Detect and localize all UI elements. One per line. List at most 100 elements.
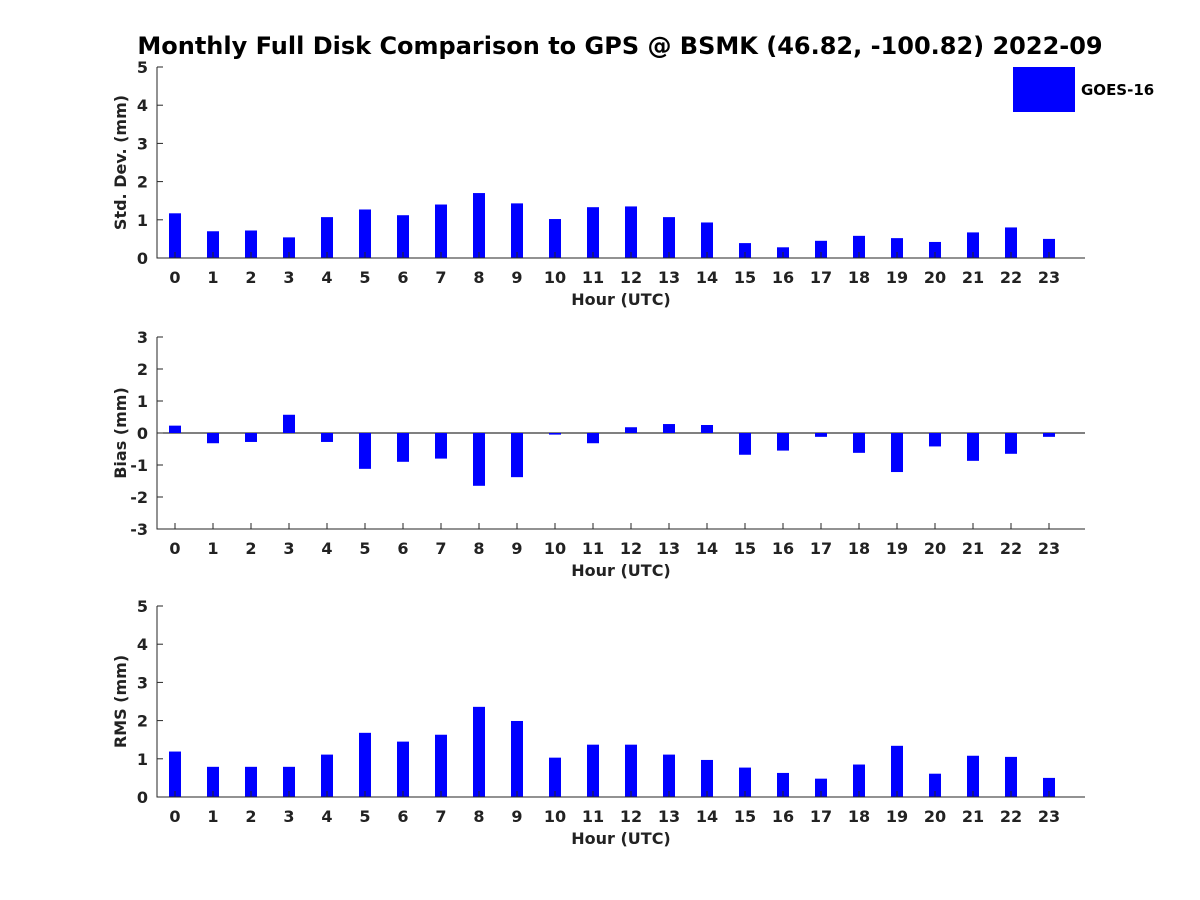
panel-std-dev-xlabel: Hour (UTC) — [571, 290, 671, 309]
ytick-label: -2 — [130, 488, 148, 507]
bar-rms-hour-23 — [1043, 777, 1055, 797]
bar-bias-hour-19 — [891, 433, 903, 473]
bar-rms-hour-17 — [815, 778, 827, 797]
xtick-label: 4 — [321, 807, 332, 826]
xtick-label: 8 — [473, 807, 484, 826]
ytick-label: 4 — [137, 635, 148, 654]
xtick-label: 14 — [696, 807, 718, 826]
ytick-label: 3 — [137, 134, 148, 153]
xtick-label: 16 — [772, 807, 794, 826]
bar-rms-hour-8 — [473, 706, 485, 797]
xtick-label: 15 — [734, 268, 756, 287]
bar-rms-hour-3 — [283, 766, 295, 797]
xtick-label: 13 — [658, 268, 680, 287]
ytick-label: -1 — [130, 456, 148, 475]
xtick-label: 1 — [207, 268, 218, 287]
xtick-label: 17 — [810, 807, 832, 826]
bar-bias-hour-0 — [169, 425, 181, 433]
panel-rms-xlabel: Hour (UTC) — [571, 829, 671, 848]
bar-rms-hour-2 — [245, 766, 257, 797]
bar-rms-hour-9 — [511, 720, 523, 797]
legend: GOES-16 — [1013, 67, 1154, 112]
panel-std-dev-ylabel: Std. Dev. (mm) — [111, 95, 130, 230]
bar-bias-hour-16 — [777, 433, 789, 451]
xtick-label: 20 — [924, 539, 946, 558]
xtick-label: 12 — [620, 268, 642, 287]
bar-std-dev-hour-20 — [929, 241, 941, 258]
bar-std-dev-hour-14 — [701, 222, 713, 258]
ytick-label: 1 — [137, 392, 148, 411]
bar-std-dev-hour-0 — [169, 213, 181, 258]
xtick-label: 14 — [696, 539, 718, 558]
ytick-label: 4 — [137, 96, 148, 115]
bar-std-dev-hour-12 — [625, 206, 637, 258]
panel-rms-ylabel: RMS (mm) — [111, 655, 130, 748]
bar-std-dev-hour-22 — [1005, 227, 1017, 258]
xtick-label: 0 — [169, 268, 180, 287]
xtick-label: 21 — [962, 268, 984, 287]
ytick-label: 1 — [137, 750, 148, 769]
panel-bias-yticks: -3 -2 -1 0 1 2 3 — [130, 328, 163, 539]
xtick-label: 21 — [962, 807, 984, 826]
bar-bias-hour-13 — [663, 424, 675, 433]
bar-std-dev-hour-10 — [549, 219, 561, 258]
xtick-label: 6 — [397, 268, 408, 287]
xtick-label: 20 — [924, 268, 946, 287]
xtick-label: 11 — [582, 268, 604, 287]
bar-std-dev-hour-9 — [511, 203, 523, 258]
legend-label: GOES-16 — [1081, 81, 1154, 99]
panel-std-dev-bars — [169, 193, 1055, 258]
xtick-label: 2 — [245, 539, 256, 558]
bar-rms-hour-0 — [169, 751, 181, 797]
bar-rms-hour-10 — [549, 757, 561, 797]
xtick-label: 15 — [734, 807, 756, 826]
xtick-label: 12 — [620, 539, 642, 558]
bar-std-dev-hour-3 — [283, 237, 295, 258]
bar-bias-hour-1 — [207, 433, 219, 444]
bar-rms-hour-20 — [929, 773, 941, 797]
chart-title: Monthly Full Disk Comparison to GPS @ BS… — [137, 32, 1102, 60]
ytick-label: 0 — [137, 249, 148, 268]
xtick-label: 11 — [582, 539, 604, 558]
xtick-label: 7 — [435, 807, 446, 826]
panel-bias-ylabel: Bias (mm) — [111, 387, 130, 479]
bar-bias-hour-12 — [625, 427, 637, 433]
bar-std-dev-hour-5 — [359, 209, 371, 258]
xtick-label: 22 — [1000, 539, 1022, 558]
bar-bias-hour-20 — [929, 433, 941, 447]
xtick-label: 4 — [321, 539, 332, 558]
xtick-label: 21 — [962, 539, 984, 558]
bar-std-dev-hour-17 — [815, 240, 827, 258]
xtick-label: 18 — [848, 268, 870, 287]
bar-std-dev-hour-7 — [435, 204, 447, 258]
xtick-label: 15 — [734, 539, 756, 558]
xtick-label: 0 — [169, 539, 180, 558]
bar-rms-hour-5 — [359, 732, 371, 797]
bar-rms-hour-18 — [853, 764, 865, 797]
bar-std-dev-hour-2 — [245, 230, 257, 258]
ytick-label: 5 — [137, 597, 148, 616]
bar-bias-hour-8 — [473, 433, 485, 486]
bar-bias-hour-2 — [245, 433, 257, 442]
bar-bias-hour-21 — [967, 433, 979, 461]
xtick-label: 6 — [397, 807, 408, 826]
xtick-label: 3 — [283, 539, 294, 558]
xtick-label: 6 — [397, 539, 408, 558]
xtick-label: 23 — [1038, 807, 1060, 826]
panel-bias-xlabel: Hour (UTC) — [571, 561, 671, 580]
bar-rms-hour-22 — [1005, 756, 1017, 797]
panel-rms-axes — [156, 606, 1085, 798]
xtick-label: 10 — [544, 539, 566, 558]
ytick-label: 3 — [137, 673, 148, 692]
panel-bias-axes — [156, 337, 1085, 530]
xtick-label: 17 — [810, 268, 832, 287]
xtick-label: 1 — [207, 539, 218, 558]
xtick-label: 9 — [511, 268, 522, 287]
xtick-label: 5 — [359, 807, 370, 826]
xtick-label: 11 — [582, 807, 604, 826]
xtick-label: 13 — [658, 807, 680, 826]
panel-std-dev-yticks: 0 1 2 3 4 5 — [137, 58, 163, 268]
